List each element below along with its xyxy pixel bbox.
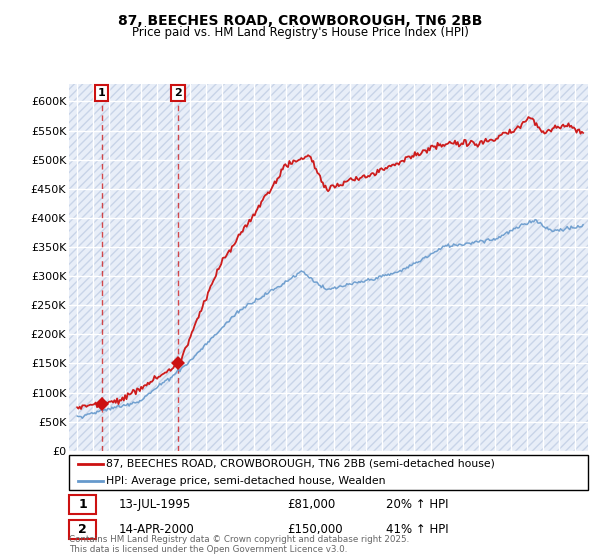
Text: 14-APR-2000: 14-APR-2000 (118, 523, 194, 536)
Text: HPI: Average price, semi-detached house, Wealden: HPI: Average price, semi-detached house,… (106, 476, 386, 486)
Text: 87, BEECHES ROAD, CROWBOROUGH, TN6 2BB (semi-detached house): 87, BEECHES ROAD, CROWBOROUGH, TN6 2BB (… (106, 459, 495, 469)
Text: Price paid vs. HM Land Registry's House Price Index (HPI): Price paid vs. HM Land Registry's House … (131, 26, 469, 39)
Text: 87, BEECHES ROAD, CROWBOROUGH, TN6 2BB: 87, BEECHES ROAD, CROWBOROUGH, TN6 2BB (118, 14, 482, 28)
Text: 41% ↑ HPI: 41% ↑ HPI (386, 523, 448, 536)
Text: 1: 1 (98, 88, 106, 98)
Text: 2: 2 (78, 523, 87, 536)
Text: £81,000: £81,000 (287, 498, 335, 511)
Text: 2: 2 (174, 88, 182, 98)
Text: Contains HM Land Registry data © Crown copyright and database right 2025.
This d: Contains HM Land Registry data © Crown c… (69, 535, 409, 554)
Bar (69, 495, 96, 515)
Text: 1: 1 (78, 498, 87, 511)
Text: 20% ↑ HPI: 20% ↑ HPI (386, 498, 448, 511)
Bar (69, 520, 96, 539)
Text: £150,000: £150,000 (287, 523, 343, 536)
Text: 13-JUL-1995: 13-JUL-1995 (118, 498, 191, 511)
